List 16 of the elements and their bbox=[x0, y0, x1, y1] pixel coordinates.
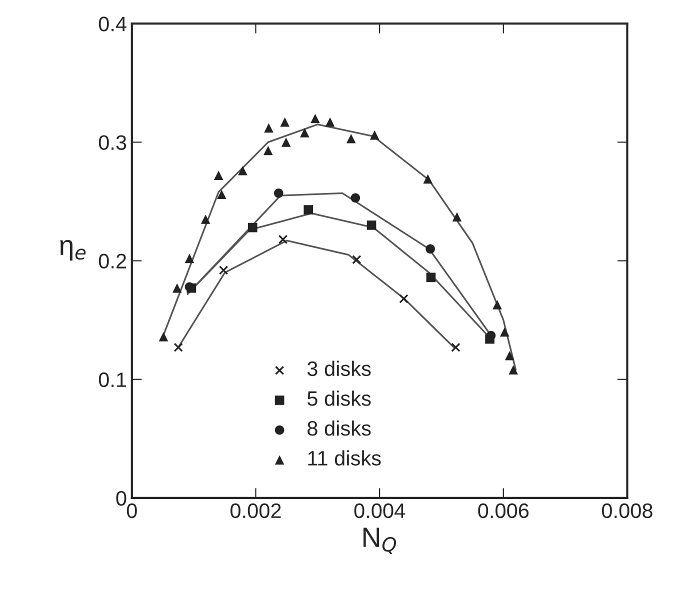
x-tick-label: 0.002 bbox=[230, 503, 281, 518]
legend-label: 8 disks bbox=[308, 420, 371, 436]
x-tick-label: 0.006 bbox=[478, 503, 529, 518]
y-tick-label: 0 bbox=[116, 490, 126, 506]
legend-label: 5 disks bbox=[307, 390, 371, 406]
legend-label: 11 disks bbox=[308, 450, 381, 466]
legend-label: 3 disks bbox=[307, 360, 371, 376]
y-tick-label: 0.1 bbox=[98, 372, 126, 388]
x-tick-label: 0 bbox=[126, 503, 137, 518]
y-tick-label: 0.3 bbox=[98, 135, 126, 150]
y-tick-label: 0.4 bbox=[98, 16, 126, 32]
x-tick-label: 0.008 bbox=[602, 503, 652, 518]
x-axis-title: N$_{Q}$ bbox=[364, 528, 396, 554]
y-axis-title: η$_{e}$ bbox=[60, 240, 86, 261]
y-tick-label: 0.2 bbox=[98, 254, 126, 269]
x-tick-label: 0.004 bbox=[354, 503, 406, 518]
